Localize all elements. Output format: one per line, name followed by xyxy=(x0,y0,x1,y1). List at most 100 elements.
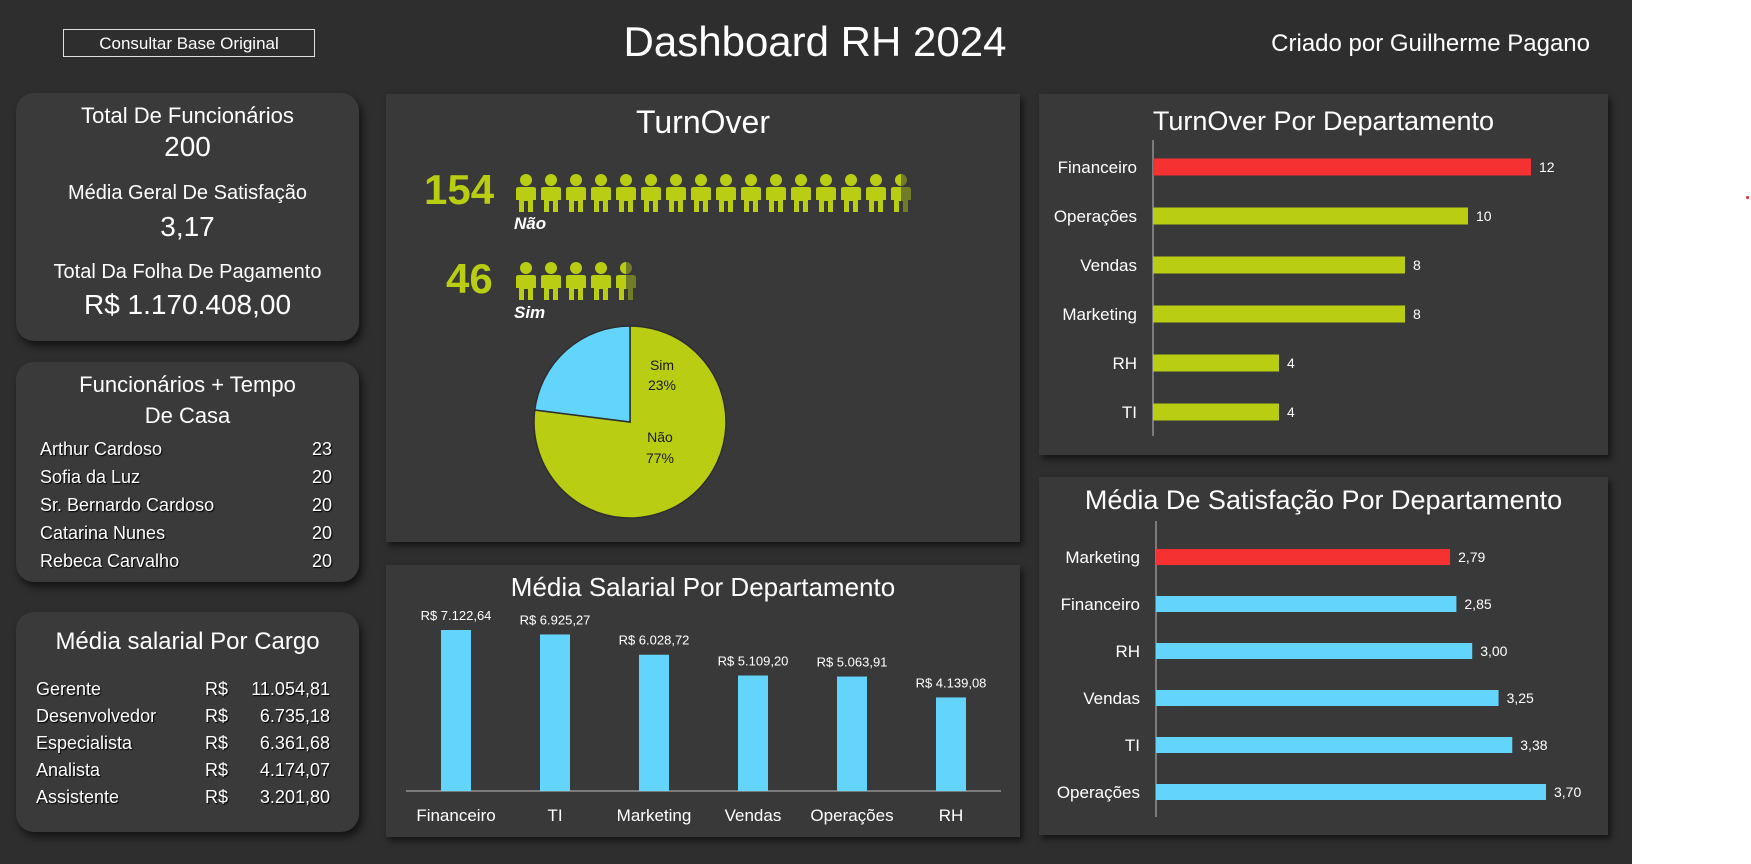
pie-label-sim-category: Sim xyxy=(650,357,674,373)
salary-dept-panel: Média Salarial Por Departamento R$ 7.122,… xyxy=(386,565,1020,837)
category-label: RH xyxy=(939,806,964,825)
data-label: 3,25 xyxy=(1507,690,1534,706)
total-funcionarios-value: 200 xyxy=(164,131,211,162)
category-label: Operações xyxy=(1057,783,1140,802)
currency-symbol: R$ xyxy=(205,706,229,726)
turnover-dept-chart: TurnOver Por Departamento Financeiro 12 Ope… xyxy=(1054,106,1555,436)
bar xyxy=(1153,207,1468,225)
satisfaction-dept-panel: Média De Satisfação Por Departamento Mark… xyxy=(1039,477,1608,835)
data-label: 10 xyxy=(1476,208,1492,224)
data-label: 12 xyxy=(1539,159,1555,175)
dashboard: Consultar Base Original Dashboard RH 202… xyxy=(0,0,1632,864)
data-label: R$ 4.139,08 xyxy=(916,675,987,690)
turnover-nao-label: Não xyxy=(514,214,547,233)
category-label: RH xyxy=(1115,642,1140,661)
category-label: TI xyxy=(547,806,562,825)
person-icon xyxy=(866,174,886,212)
tenure-years: 23 xyxy=(311,439,332,459)
turnover-panel: TurnOver 154 Não 46 Sim Não 77% Sim 23% xyxy=(386,94,1020,542)
person-icon xyxy=(541,174,561,212)
role-salary: 6.735,18 xyxy=(259,706,330,726)
person-icon xyxy=(566,174,586,212)
category-label: Operações xyxy=(1054,207,1137,226)
tenure-name: Rebeca Carvalho xyxy=(40,551,180,571)
category-label: RH xyxy=(1112,354,1137,373)
data-label: 3,00 xyxy=(1480,643,1507,659)
role-name: Assistente xyxy=(36,787,120,807)
role-name: Gerente xyxy=(36,679,102,699)
chart-title: Média Salarial Por Departamento xyxy=(511,572,895,602)
bar xyxy=(639,654,669,791)
person-icon xyxy=(641,174,661,212)
bar xyxy=(441,630,471,791)
tenure-name: Catarina Nunes xyxy=(40,523,166,543)
person-icon xyxy=(616,174,636,212)
data-label: 8 xyxy=(1413,257,1421,273)
person-icon xyxy=(766,174,786,212)
category-label: Financeiro xyxy=(1061,595,1140,614)
data-label: 4 xyxy=(1287,355,1295,371)
bar xyxy=(1156,737,1513,753)
page-title: Dashboard RH 2024 xyxy=(623,18,1007,65)
tenure-title-line2: De Casa xyxy=(144,403,231,428)
person-icon xyxy=(816,174,836,212)
person-icon-partial xyxy=(626,262,638,302)
category-label: Vendas xyxy=(725,806,782,825)
folha-value: R$ 1.170.408,00 xyxy=(83,289,292,320)
author-credit: Criado por Guilherme Pagano xyxy=(1271,30,1590,57)
role-name: Especialista xyxy=(36,733,133,753)
tenure-card: Funcionários + Tempo De Casa Arthur Card… xyxy=(16,362,359,582)
turnover-nao-value: 154 xyxy=(424,166,495,213)
data-label: 3,70 xyxy=(1554,784,1581,800)
turnover-dept-panel: TurnOver Por Departamento Financeiro 12 Ope… xyxy=(1039,94,1608,455)
sim-people-icons xyxy=(516,262,638,302)
bar xyxy=(1156,690,1499,706)
person-icon xyxy=(716,174,736,212)
bar xyxy=(1153,158,1531,176)
turnover-sim-label: Sim xyxy=(514,303,546,322)
data-label: R$ 5.109,20 xyxy=(718,654,789,669)
person-icon xyxy=(591,262,611,300)
person-icon xyxy=(516,262,536,300)
bar xyxy=(1153,403,1279,421)
turnover-title: TurnOver xyxy=(636,104,770,140)
category-label: Marketing xyxy=(1062,305,1137,324)
tenure-years: 20 xyxy=(311,495,332,515)
media-satisfacao-value: 3,17 xyxy=(160,211,215,242)
person-icon xyxy=(541,262,561,300)
consultar-base-button[interactable]: Consultar Base Original xyxy=(63,29,315,57)
salary-by-role-card: Média salarial Por Cargo Gerente R$ 11.0… xyxy=(16,612,359,832)
tenure-title-line1: Funcionários + Tempo xyxy=(79,372,296,397)
role-salary: 3.201,80 xyxy=(259,787,330,807)
chart-title: TurnOver Por Departamento xyxy=(1153,106,1494,136)
person-icon xyxy=(591,174,611,212)
data-label: 2,79 xyxy=(1458,549,1485,565)
tenure-name: Sofia da Luz xyxy=(40,467,141,487)
person-icon-partial xyxy=(901,174,913,214)
person-icon xyxy=(666,174,686,212)
role-salary: 6.361,68 xyxy=(259,733,330,753)
stray-mark xyxy=(1746,196,1749,199)
pie-label-nao-percent: 77% xyxy=(646,450,674,466)
data-label: R$ 6.028,72 xyxy=(619,633,690,648)
turnover-sim-value: 46 xyxy=(446,255,493,302)
pie-label-nao-category: Não xyxy=(647,429,673,445)
salary-dept-chart: Média Salarial Por Departamento R$ 7.122,… xyxy=(406,572,1001,825)
category-label: Financeiro xyxy=(416,806,495,825)
role-salary: 11.054,81 xyxy=(251,679,330,699)
bar xyxy=(837,676,867,791)
chart-title: Média De Satisfação Por Departamento xyxy=(1085,485,1562,515)
bar xyxy=(1153,305,1405,323)
bar xyxy=(1156,784,1546,800)
category-label: Vendas xyxy=(1080,256,1137,275)
currency-symbol: R$ xyxy=(205,679,229,699)
salary-by-role-title: Média salarial Por Cargo xyxy=(55,628,320,655)
person-icon xyxy=(691,174,711,212)
tenure-years: 20 xyxy=(311,523,332,543)
kpi-card: Total De Funcionários 200 Média Geral De… xyxy=(16,93,359,341)
turnover-pie-chart: Não 77% Sim 23% xyxy=(533,325,727,519)
bar xyxy=(540,634,570,791)
tenure-name: Arthur Cardoso xyxy=(40,439,163,459)
role-name: Analista xyxy=(36,760,101,780)
data-label: R$ 6.925,27 xyxy=(520,612,591,627)
